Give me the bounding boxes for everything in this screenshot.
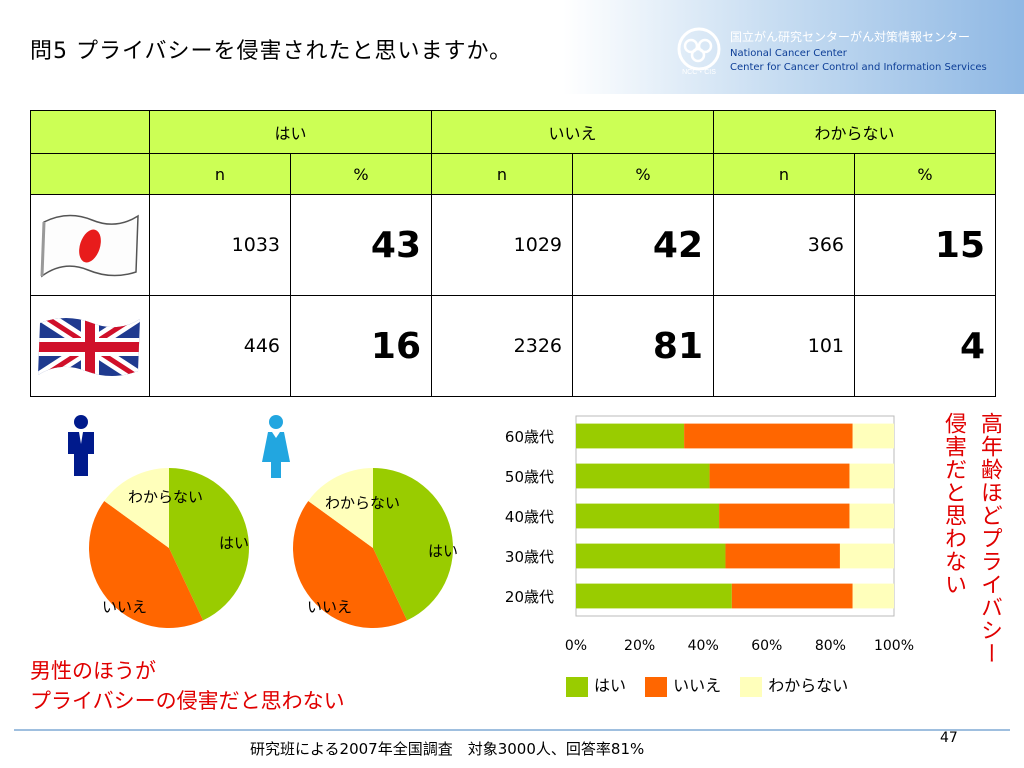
header-band [0, 0, 1024, 94]
female-figure-icon [262, 415, 290, 478]
footer-text: 研究班による2007年全国調査 対象3000人、回答率81% [250, 740, 645, 758]
bar-segment [576, 463, 710, 489]
group-header-unknown: わからない [713, 110, 996, 154]
category-label: 30歳代 [505, 548, 554, 566]
bar-segment [852, 583, 894, 609]
legend-label: いいえ [673, 676, 722, 695]
x-tick-label: 40% [688, 638, 719, 654]
female-pie-label-unknown: わからない [325, 494, 401, 512]
japan-unknown-n: 366 [713, 194, 855, 296]
bar-segment [849, 463, 894, 489]
bar-segment [852, 423, 894, 449]
uk-no-pct: 81 [572, 295, 714, 397]
japan-yes-n: 1033 [149, 194, 291, 296]
org-name-en: National Cancer Center [730, 48, 847, 59]
results-table: はい いいえ わからない n % n % n % 1033 43 1029 42… [30, 110, 996, 397]
male-figure-icon [68, 415, 94, 476]
bar-segment [725, 543, 840, 569]
x-tick-label: 60% [751, 638, 782, 654]
subheader-cell: % [572, 153, 714, 195]
uk-yes-pct: 16 [290, 295, 432, 397]
table-row-japan: 1033 43 1029 42 366 15 [30, 194, 996, 296]
japan-flag-cell [30, 194, 150, 296]
subheader-cell: n [713, 153, 855, 195]
pie-slice-no [88, 500, 204, 628]
japan-yes-pct: 43 [290, 194, 432, 296]
uk-yes-n: 446 [149, 295, 291, 397]
bar-segment [576, 543, 726, 569]
uk-unknown-pct: 4 [854, 295, 996, 397]
legend-swatch [566, 676, 588, 697]
group-header-yes: はい [149, 110, 432, 154]
category-label: 20歳代 [505, 588, 554, 606]
legend-item: はい [566, 672, 626, 697]
bar-segment [849, 503, 894, 529]
subheader-cell: n [149, 153, 291, 195]
pie-slice-no [293, 500, 408, 628]
legend-swatch [740, 676, 763, 697]
bar-segment [576, 423, 685, 449]
japan-flag-icon [40, 214, 139, 278]
japan-no-n: 1029 [431, 194, 573, 296]
gender-note-line2: プライバシーの侵害だと思わない [30, 689, 345, 713]
page-number: 47 [940, 730, 958, 746]
svg-text:NCC・CIS: NCC・CIS [682, 69, 716, 76]
category-label: 50歳代 [505, 468, 554, 486]
age-note-vertical-2: 侵害だと思わない [941, 412, 966, 596]
female-pie-label-no: いいえ [307, 598, 353, 616]
gender-note-line1: 男性のほうが [30, 659, 156, 683]
japan-no-pct: 42 [572, 194, 714, 296]
pie-slice-yes [373, 468, 453, 621]
pie-slice-yes [169, 468, 249, 621]
org-name-jp: 国立がん研究センターがん対策情報センター [730, 30, 971, 44]
legend-item: いいえ [645, 672, 721, 697]
uk-no-n: 2326 [431, 295, 573, 397]
male-pie-label-unknown: わからない [128, 488, 204, 506]
x-tick-label: 20% [624, 638, 655, 654]
page-title: 問5 プライバシーを侵害されたと思いますか。 [30, 39, 513, 64]
uk-unknown-n: 101 [713, 295, 855, 397]
male-pie-label-no: いいえ [102, 598, 148, 616]
gender-note: 男性のほうが プライバシーの侵害だと思わない [30, 656, 345, 716]
chart-legend: はい いいえ わからない [566, 672, 862, 697]
group-header-no: いいえ [431, 110, 714, 154]
x-tick-label: 80% [815, 638, 846, 654]
pie-slice-unknown [308, 468, 373, 548]
bar-segment [576, 583, 732, 609]
female-pie-label-yes: はい [428, 542, 459, 560]
corner-cell [30, 110, 150, 154]
table-row-uk: 446 16 2326 81 101 4 [30, 295, 996, 397]
category-label: 40歳代 [505, 508, 554, 526]
uk-flag-cell [30, 295, 150, 397]
bar-segment [731, 583, 853, 609]
legend-swatch [645, 676, 668, 697]
female-pie-chart [293, 468, 453, 628]
bar-segment [684, 423, 853, 449]
bar-segment [709, 463, 850, 489]
age-note-vertical-1: 高年齢ほどプライバシー [977, 412, 1002, 665]
org-subname-en: Center for Cancer Control and Informatio… [730, 62, 987, 73]
ncc-logo: NCC・CIS [677, 27, 721, 76]
subheader-cell: n [431, 153, 573, 195]
x-tick-label: 100% [874, 638, 914, 654]
legend-label: わからない [768, 676, 849, 695]
bar-segment [719, 503, 850, 529]
subheader-cell: % [290, 153, 432, 195]
bar-segment [839, 543, 894, 569]
male-pie-label-yes: はい [219, 534, 250, 552]
legend-item: わからない [740, 672, 848, 697]
footer-divider [14, 729, 1010, 731]
pie-slice-unknown [104, 468, 169, 548]
uk-flag-icon [38, 318, 140, 376]
japan-unknown-pct: 15 [854, 194, 996, 296]
male-pie-chart [88, 468, 249, 628]
x-tick-label: 0% [565, 638, 587, 654]
legend-label: はい [594, 676, 627, 695]
bar-segment [576, 503, 720, 529]
age-bar-chart: 60歳代 50歳代 40歳代 30歳代 20歳代 0% 20% 40% 60% 80% 100% [505, 415, 914, 654]
subheader-cell: % [854, 153, 996, 195]
corner-cell-2 [30, 153, 150, 195]
category-label: 60歳代 [505, 428, 554, 446]
